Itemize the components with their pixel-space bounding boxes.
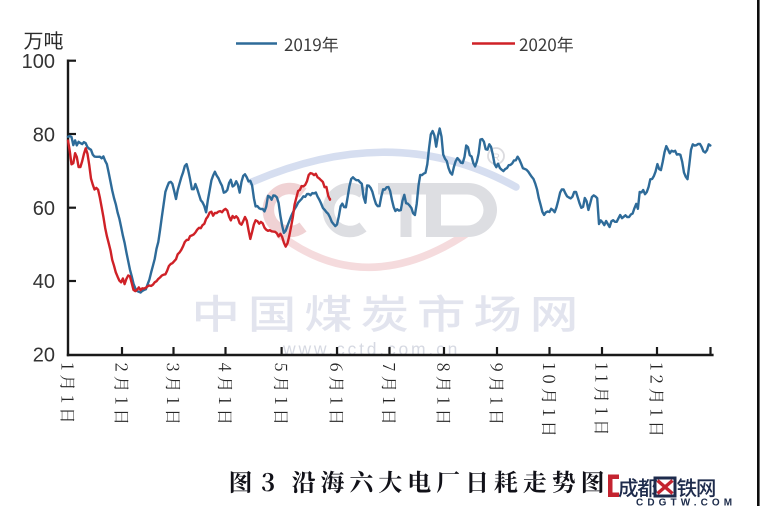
svg-text:60: 60 [33,198,55,220]
svg-text:R: R [492,152,500,164]
svg-text:20: 20 [33,345,55,367]
svg-text:40: 40 [33,271,55,293]
svg-text:100: 100 [22,51,55,73]
svg-text:80: 80 [33,125,55,147]
svg-text:CDGTW.COM: CDGTW.COM [636,498,736,508]
